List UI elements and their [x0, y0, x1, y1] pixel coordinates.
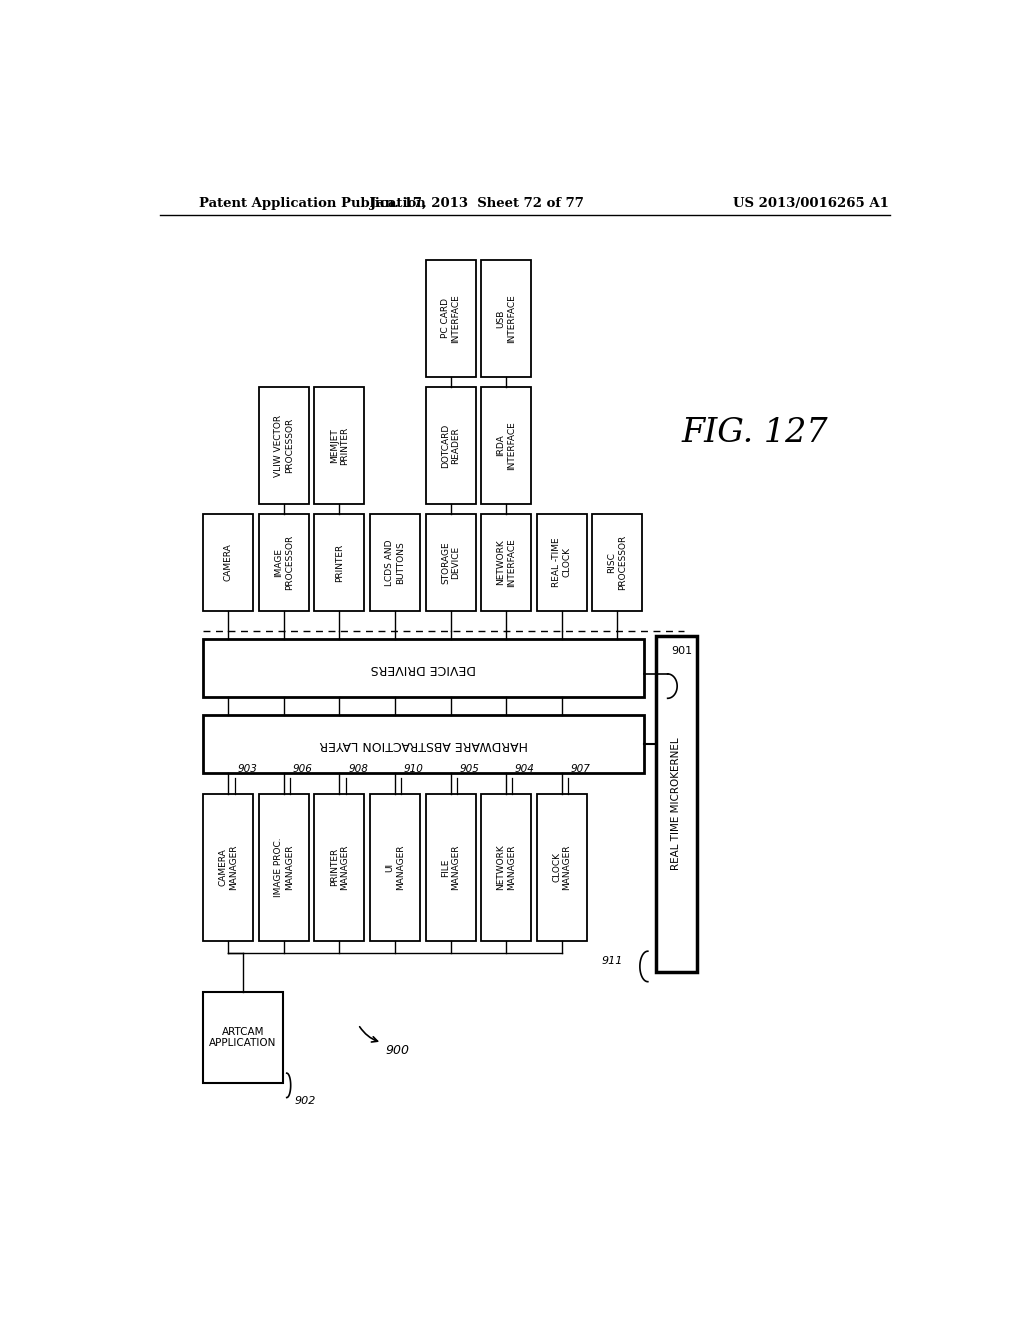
Text: 908: 908 — [348, 764, 368, 775]
Text: STORAGE
DEVICE: STORAGE DEVICE — [441, 541, 461, 583]
Text: IMAGE PROC.
MANAGER: IMAGE PROC. MANAGER — [274, 837, 294, 898]
Text: CAMERA
MANAGER: CAMERA MANAGER — [219, 845, 239, 890]
Text: PRINTER
MANAGER: PRINTER MANAGER — [330, 845, 349, 890]
Text: HARDWARE ABSTRACTION LAYER: HARDWARE ABSTRACTION LAYER — [319, 738, 528, 751]
Bar — [204, 991, 283, 1084]
Bar — [204, 715, 644, 774]
Text: Jan. 17, 2013  Sheet 72 of 77: Jan. 17, 2013 Sheet 72 of 77 — [371, 197, 584, 210]
Text: FIG. 127: FIG. 127 — [682, 417, 828, 449]
Text: REAL -TIME
CLOCK: REAL -TIME CLOCK — [552, 537, 571, 587]
Bar — [537, 793, 587, 941]
Bar — [481, 793, 531, 941]
Text: 911: 911 — [601, 957, 623, 966]
Bar — [592, 515, 642, 611]
Bar — [481, 387, 531, 504]
Text: VLIW VECTOR
PROCESSOR: VLIW VECTOR PROCESSOR — [274, 414, 294, 477]
Text: RISC
PROCESSOR: RISC PROCESSOR — [607, 535, 627, 590]
Text: 905: 905 — [460, 764, 479, 775]
Bar — [426, 260, 475, 378]
Bar — [370, 515, 420, 611]
Text: DOTCARD
READER: DOTCARD READER — [441, 424, 461, 467]
Bar — [481, 515, 531, 611]
Text: 906: 906 — [293, 764, 312, 775]
Bar — [259, 515, 309, 611]
Bar — [314, 387, 365, 504]
Text: 904: 904 — [515, 764, 535, 775]
Text: Patent Application Publication: Patent Application Publication — [200, 197, 426, 210]
Text: REAL TIME MICROKERNEL: REAL TIME MICROKERNEL — [672, 738, 681, 870]
Text: USB
INTERFACE: USB INTERFACE — [497, 294, 516, 343]
Text: CAMERA: CAMERA — [224, 544, 232, 581]
Text: PC CARD
INTERFACE: PC CARD INTERFACE — [441, 294, 461, 343]
Bar — [204, 639, 644, 697]
Bar — [426, 793, 475, 941]
Text: NETWORK
INTERFACE: NETWORK INTERFACE — [497, 539, 516, 587]
Bar — [426, 515, 475, 611]
Text: IMAGE
PROCESSOR: IMAGE PROCESSOR — [274, 535, 294, 590]
Text: PRINTER: PRINTER — [335, 544, 344, 582]
Text: US 2013/0016265 A1: US 2013/0016265 A1 — [732, 197, 889, 210]
Text: FILE
MANAGER: FILE MANAGER — [441, 845, 461, 890]
Text: IRDA
INTERFACE: IRDA INTERFACE — [497, 421, 516, 470]
Bar — [537, 515, 587, 611]
Text: 902: 902 — [295, 1096, 316, 1106]
Bar — [370, 793, 420, 941]
Bar — [481, 260, 531, 378]
Bar — [314, 793, 365, 941]
Text: MEMJET
PRINTER: MEMJET PRINTER — [330, 426, 349, 465]
Text: ARTCAM
APPLICATION: ARTCAM APPLICATION — [209, 1027, 276, 1048]
Bar — [259, 387, 309, 504]
Bar — [204, 793, 253, 941]
Text: LCDS AND
BUTTONS: LCDS AND BUTTONS — [385, 539, 404, 586]
Text: 901: 901 — [672, 645, 693, 656]
Text: 907: 907 — [570, 764, 590, 775]
Bar — [655, 636, 697, 972]
Bar — [259, 793, 309, 941]
Bar — [204, 515, 253, 611]
Text: 910: 910 — [403, 764, 424, 775]
Text: NETWORK
MANAGER: NETWORK MANAGER — [497, 845, 516, 890]
Text: 900: 900 — [386, 1044, 410, 1057]
Text: DEVICE DRIVERS: DEVICE DRIVERS — [371, 661, 476, 675]
Text: CLOCK
MANAGER: CLOCK MANAGER — [552, 845, 571, 890]
Bar — [426, 387, 475, 504]
Text: 903: 903 — [238, 764, 257, 775]
Text: UI
MANAGER: UI MANAGER — [385, 845, 404, 890]
Bar — [314, 515, 365, 611]
